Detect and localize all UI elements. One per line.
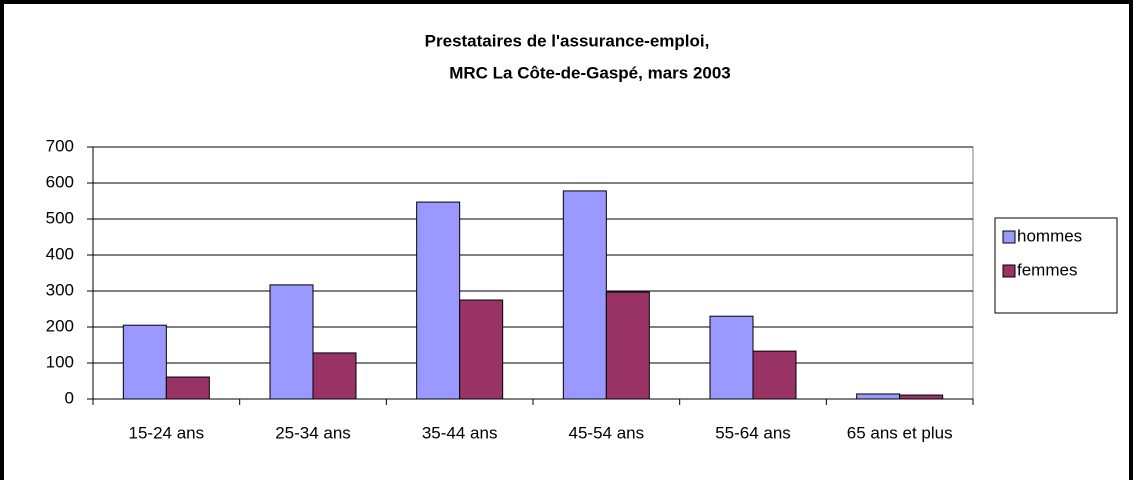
chart-title: MRC La Côte-de-Gaspé, mars 2003 [449,63,731,82]
y-tick-label: 700 [46,136,74,155]
x-tick-label: 15-24 ans [129,423,205,442]
x-tick-label: 25-34 ans [275,423,351,442]
x-tick-label: 65 ans et plus [847,423,953,442]
x-tick-label: 35-44 ans [422,423,498,442]
y-tick-label: 200 [46,316,74,335]
x-tick-label: 45-54 ans [569,423,645,442]
bar [459,299,504,400]
y-tick-label: 100 [46,352,74,371]
plot-area [92,146,974,400]
bar [856,393,901,400]
bar [165,376,210,400]
legend-swatch [1002,230,1016,244]
bar [122,324,167,400]
x-tick-label: 55-64 ans [715,423,791,442]
y-tick-label: 400 [46,244,74,263]
y-tick-label: 600 [46,172,74,191]
bar [562,190,607,400]
chart-title: Prestataires de l'assurance-emploi, [425,31,710,50]
bar [269,284,314,400]
bar [899,394,944,400]
legend-label: femmes [1017,260,1077,279]
bar [709,315,754,400]
y-tick-label: 500 [46,208,74,227]
bar [416,201,461,400]
y-tick-label: 0 [65,388,74,407]
bar [312,352,357,400]
bar [605,291,650,400]
legend-swatch [1002,264,1016,278]
legend-label: hommes [1017,226,1082,245]
bar [752,350,797,400]
y-tick-label: 300 [46,280,74,299]
